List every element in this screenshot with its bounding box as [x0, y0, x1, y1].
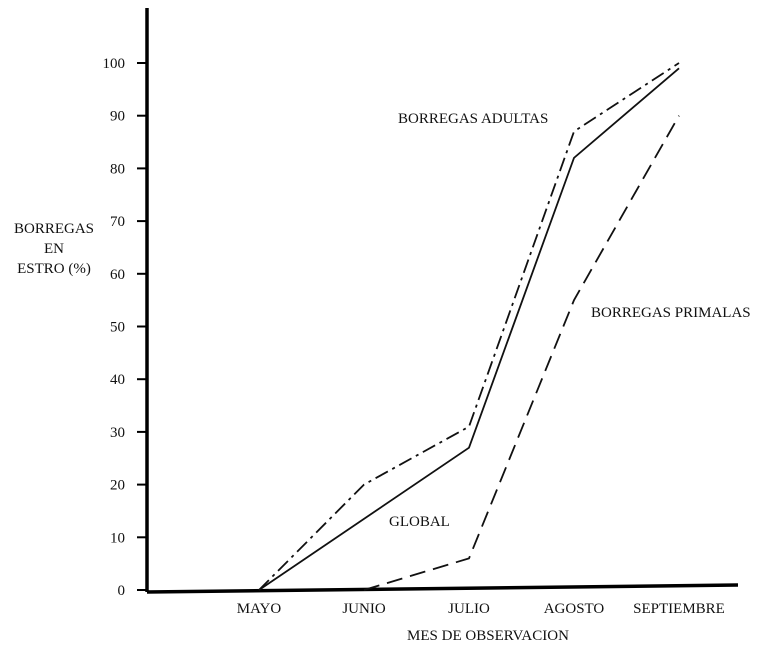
series-label-borregas-primalas: BORREGAS PRIMALAS [591, 305, 751, 321]
y-tick-label: 100 [103, 56, 126, 72]
x-tick-label: JUNIO [342, 601, 385, 617]
y-tick-label: 40 [110, 372, 125, 388]
y-tick-label: 70 [110, 214, 125, 230]
x-tick-labels: MAYO JUNIO JULIO AGOSTO SEPTIEMBRE [237, 601, 725, 617]
x-tick-label: MAYO [237, 601, 282, 617]
y-tick-label: 10 [110, 530, 125, 546]
y-tick-label: 20 [110, 478, 125, 494]
x-axis-title: MES DE OBSERVACION [407, 628, 569, 644]
series-line-global [258, 67, 680, 591]
y-tick-label: 0 [118, 583, 126, 599]
x-tick-label: SEPTIEMBRE [633, 601, 725, 617]
y-tick-label: 60 [110, 267, 125, 283]
series-line-borregas-primalas [363, 115, 680, 591]
y-tick-label: 50 [110, 320, 125, 336]
x-tick-label: JULIO [448, 601, 490, 617]
y-ticks: 0 10 20 30 40 50 60 70 80 90 100 [103, 56, 147, 599]
y-axis-title-line-1: BORREGAS [14, 221, 94, 237]
x-axis [146, 583, 739, 594]
series-lines [258, 62, 680, 591]
x-tick-label: AGOSTO [544, 601, 605, 617]
series-label-global: GLOBAL [389, 514, 450, 530]
series-line-borregas-adultas [258, 62, 680, 591]
y-axis-title-line-2: EN [44, 241, 64, 257]
y-axis-title-line-3: ESTRO (%) [17, 261, 91, 277]
y-tick-label: 90 [110, 109, 125, 125]
series-label-borregas-adultas: BORREGAS ADULTAS [398, 111, 548, 127]
axes [145, 8, 739, 594]
y-tick-label: 30 [110, 425, 125, 441]
y-tick-label: 80 [110, 161, 125, 177]
